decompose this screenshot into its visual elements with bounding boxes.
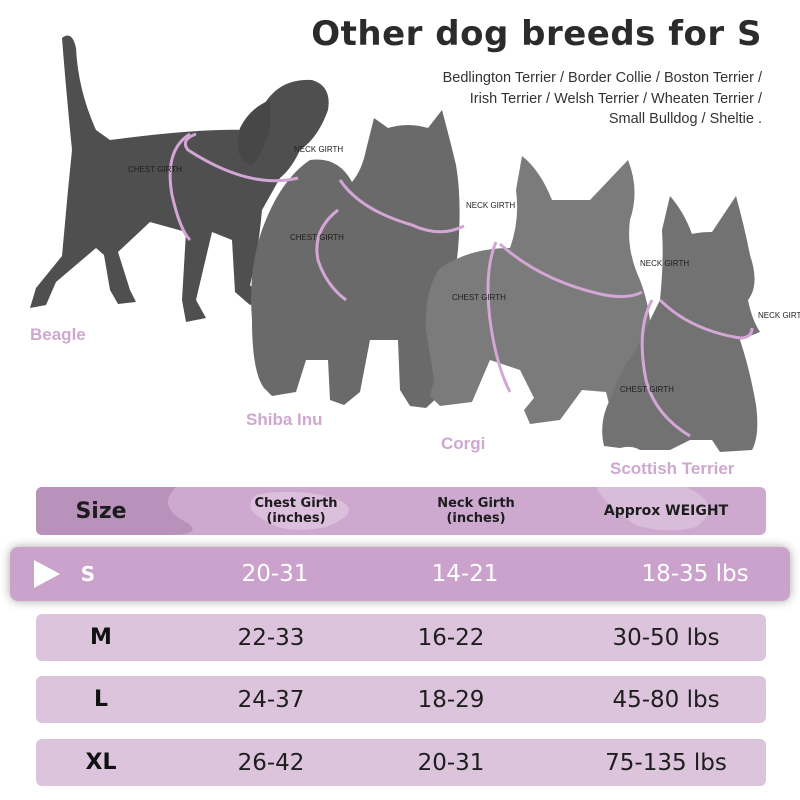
weight-value: 75-135 lbs: [605, 749, 727, 776]
header-chest-unit: (inches): [266, 511, 326, 526]
selected-arrow-icon: [34, 560, 60, 588]
breed-name-corgi: Corgi: [441, 434, 486, 453]
size-label: M: [90, 625, 112, 650]
size-row-s[interactable]: S 20-31 14-21 18-35 lbs: [10, 547, 790, 601]
neck-value: 16-22: [417, 624, 485, 651]
weight-value: 45-80 lbs: [612, 686, 720, 713]
chest-value: 24-37: [237, 686, 305, 713]
chest-value: 20-31: [241, 561, 309, 587]
shiba-neck-label: NECK GIRTH: [466, 201, 515, 210]
beagle-neck-label: NECK GIRTH: [294, 145, 343, 154]
scottish-terrier-silhouette: [602, 196, 760, 452]
size-row-m[interactable]: M 22-33 16-22 30-50 lbs: [36, 614, 766, 661]
scottish-chest-label: CHEST GIRTH: [620, 385, 674, 394]
header-neck-unit: (inches): [446, 511, 506, 526]
chest-value: 22-33: [237, 624, 305, 651]
size-label: XL: [85, 750, 117, 775]
scottish-neck-label: NECK GIRTH: [758, 311, 800, 320]
header-approx-weight: Approx WEIGHT: [603, 503, 729, 519]
breed-list-line-3: Small Bulldog / Sheltie .: [608, 111, 762, 127]
weight-value: 30-50 lbs: [612, 624, 720, 651]
size-label: L: [93, 687, 109, 712]
corgi-silhouette: [425, 156, 652, 424]
size-label: S: [80, 562, 96, 586]
breed-list-line-2: Irish Terrier / Welsh Terrier / Wheaten …: [469, 91, 762, 107]
beagle-silhouette: [30, 35, 329, 323]
breed-name-shiba-inu: Shiba Inu: [246, 410, 323, 429]
girth-lines: [168, 132, 754, 438]
breed-name-scottish-terrier: Scottish Terrier: [610, 459, 735, 478]
breed-list-line-1: Bedlington Terrier / Border Collie / Bos…: [442, 70, 762, 86]
neck-value: 20-31: [417, 749, 485, 776]
shiba-chest-label: CHEST GIRTH: [290, 233, 344, 242]
beagle-chest-label: CHEST GIRTH: [128, 165, 182, 174]
neck-value: 18-29: [417, 686, 485, 713]
header-chest-girth: Chest Girth: [254, 496, 338, 511]
neck-value: 14-21: [431, 561, 499, 587]
size-row-l[interactable]: L 24-37 18-29 45-80 lbs: [36, 676, 766, 723]
dog-silhouettes-illustration: CHEST GIRTH NECK GIRTH CHEST GIRTH NECK …: [30, 35, 800, 452]
camo-pattern: [36, 487, 709, 535]
size-table-header: Size Chest Girth (inches) Neck Girth (in…: [36, 487, 766, 535]
header-size: Size: [75, 498, 127, 524]
size-row-xl[interactable]: XL 26-42 20-31 75-135 lbs: [36, 739, 766, 786]
header-neck-girth: Neck Girth: [437, 496, 515, 511]
weight-value: 18-35 lbs: [641, 561, 749, 587]
chest-value: 26-42: [237, 749, 305, 776]
corgi-neck-label: NECK GIRTH: [640, 259, 689, 268]
breed-name-beagle: Beagle: [30, 325, 86, 344]
page-title: Other dog breeds for S: [311, 14, 762, 54]
shiba-inu-silhouette: [251, 110, 460, 408]
corgi-chest-label: CHEST GIRTH: [452, 293, 506, 302]
